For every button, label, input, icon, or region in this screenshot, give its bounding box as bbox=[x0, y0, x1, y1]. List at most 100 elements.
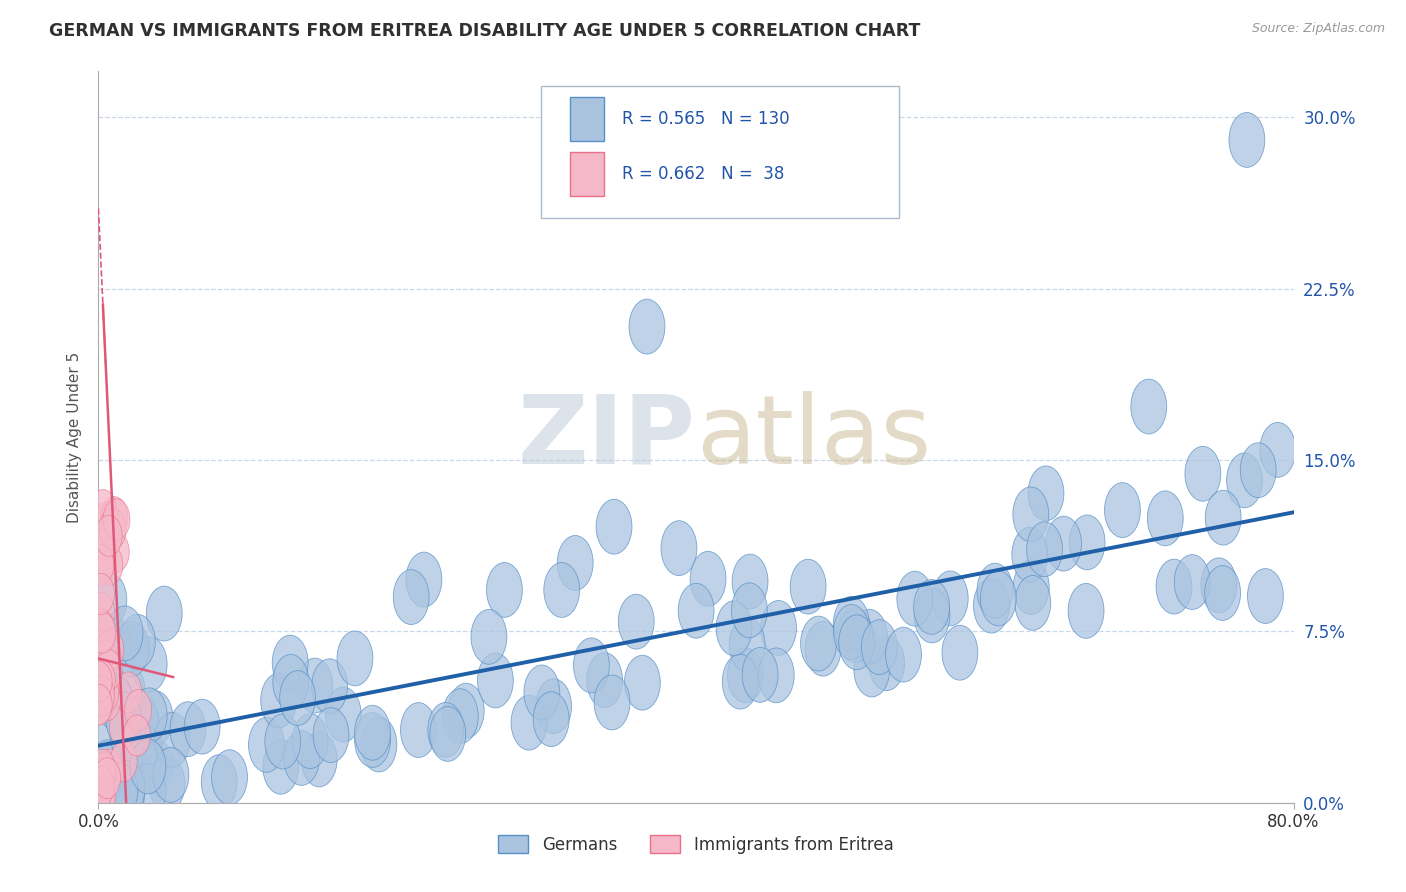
Circle shape bbox=[524, 665, 560, 720]
Circle shape bbox=[273, 655, 309, 709]
Circle shape bbox=[834, 605, 869, 659]
Circle shape bbox=[596, 500, 631, 554]
Circle shape bbox=[110, 706, 136, 747]
Circle shape bbox=[427, 702, 464, 757]
Circle shape bbox=[201, 755, 238, 810]
Circle shape bbox=[86, 753, 121, 808]
Circle shape bbox=[153, 747, 188, 803]
Circle shape bbox=[146, 586, 183, 641]
Circle shape bbox=[96, 516, 122, 557]
Circle shape bbox=[115, 672, 142, 713]
Circle shape bbox=[337, 631, 373, 686]
Circle shape bbox=[512, 695, 547, 750]
Circle shape bbox=[284, 731, 319, 785]
Circle shape bbox=[101, 497, 128, 538]
Circle shape bbox=[1028, 466, 1064, 521]
Circle shape bbox=[89, 592, 115, 633]
Text: Source: ZipAtlas.com: Source: ZipAtlas.com bbox=[1251, 22, 1385, 36]
Circle shape bbox=[914, 580, 949, 634]
Circle shape bbox=[249, 717, 284, 772]
Circle shape bbox=[973, 578, 1010, 633]
Circle shape bbox=[86, 661, 112, 702]
Circle shape bbox=[678, 583, 714, 638]
Circle shape bbox=[837, 607, 873, 663]
Circle shape bbox=[127, 725, 163, 780]
Text: R = 0.662   N =  38: R = 0.662 N = 38 bbox=[621, 165, 785, 183]
Circle shape bbox=[260, 673, 297, 728]
FancyBboxPatch shape bbox=[571, 97, 605, 141]
Circle shape bbox=[103, 499, 129, 540]
Text: GERMAN VS IMMIGRANTS FROM ERITREA DISABILITY AGE UNDER 5 CORRELATION CHART: GERMAN VS IMMIGRANTS FROM ERITREA DISABI… bbox=[49, 22, 921, 40]
Circle shape bbox=[86, 723, 121, 777]
Circle shape bbox=[758, 648, 794, 703]
Circle shape bbox=[325, 687, 361, 742]
Circle shape bbox=[1260, 423, 1296, 477]
Circle shape bbox=[96, 749, 124, 790]
Circle shape bbox=[1014, 559, 1049, 615]
Circle shape bbox=[97, 676, 134, 731]
Circle shape bbox=[90, 490, 117, 531]
Circle shape bbox=[862, 620, 897, 674]
Circle shape bbox=[111, 741, 148, 796]
Circle shape bbox=[107, 606, 143, 661]
Circle shape bbox=[91, 672, 120, 713]
Circle shape bbox=[727, 648, 763, 703]
Circle shape bbox=[87, 574, 114, 615]
Circle shape bbox=[263, 739, 298, 794]
Circle shape bbox=[731, 582, 768, 638]
Circle shape bbox=[800, 616, 837, 671]
Circle shape bbox=[124, 697, 159, 751]
Circle shape bbox=[87, 675, 115, 716]
Circle shape bbox=[806, 621, 841, 676]
Circle shape bbox=[131, 764, 166, 819]
Circle shape bbox=[533, 692, 569, 747]
Circle shape bbox=[138, 739, 173, 794]
Circle shape bbox=[536, 679, 572, 734]
Circle shape bbox=[980, 571, 1017, 626]
Text: atlas: atlas bbox=[696, 391, 931, 483]
Circle shape bbox=[1069, 515, 1105, 570]
Circle shape bbox=[273, 635, 308, 690]
Circle shape bbox=[443, 689, 478, 744]
Circle shape bbox=[661, 521, 697, 575]
Circle shape bbox=[87, 779, 114, 820]
Circle shape bbox=[97, 629, 124, 671]
Y-axis label: Disability Age Under 5: Disability Age Under 5 bbox=[66, 351, 82, 523]
Circle shape bbox=[110, 706, 146, 762]
Circle shape bbox=[361, 717, 396, 772]
Circle shape bbox=[1012, 527, 1047, 582]
Circle shape bbox=[264, 714, 301, 769]
Circle shape bbox=[449, 683, 484, 738]
Circle shape bbox=[1229, 112, 1265, 168]
Circle shape bbox=[1130, 379, 1167, 434]
Circle shape bbox=[1046, 516, 1081, 571]
Circle shape bbox=[97, 673, 132, 728]
Circle shape bbox=[852, 609, 887, 665]
Circle shape bbox=[942, 625, 977, 680]
Circle shape bbox=[1205, 491, 1241, 545]
Circle shape bbox=[834, 597, 869, 651]
Circle shape bbox=[690, 551, 725, 607]
Circle shape bbox=[89, 660, 115, 701]
Circle shape bbox=[86, 683, 112, 724]
Circle shape bbox=[91, 640, 118, 681]
Circle shape bbox=[628, 299, 665, 354]
Circle shape bbox=[312, 659, 347, 714]
Circle shape bbox=[1147, 491, 1184, 546]
Circle shape bbox=[100, 508, 127, 549]
Circle shape bbox=[96, 649, 122, 690]
Circle shape bbox=[184, 699, 221, 754]
Circle shape bbox=[1201, 558, 1237, 613]
Circle shape bbox=[586, 653, 623, 707]
Circle shape bbox=[94, 757, 121, 799]
Circle shape bbox=[544, 563, 579, 617]
Circle shape bbox=[170, 702, 205, 756]
Circle shape bbox=[105, 691, 142, 747]
Circle shape bbox=[110, 761, 145, 815]
Circle shape bbox=[297, 658, 333, 713]
Circle shape bbox=[110, 664, 145, 719]
Circle shape bbox=[89, 612, 115, 653]
Circle shape bbox=[897, 571, 932, 626]
Circle shape bbox=[430, 706, 465, 762]
Circle shape bbox=[91, 573, 127, 627]
